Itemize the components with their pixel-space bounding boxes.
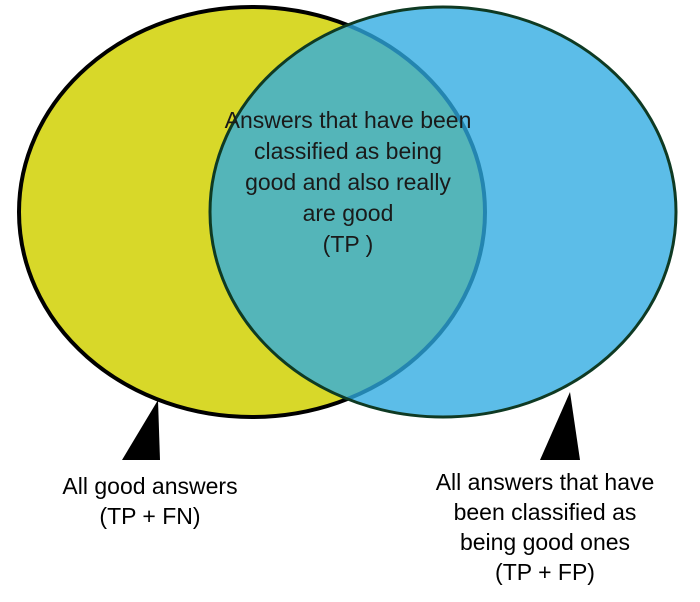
intersection-line-4: are good (198, 198, 498, 229)
right-label-line-2: been classified as (395, 498, 695, 528)
right-callout-wedge (540, 392, 580, 460)
right-label-line-1: All answers that have (395, 468, 695, 498)
left-callout-wedge (122, 400, 160, 460)
right-set-label: All answers that have been classified as… (395, 468, 695, 588)
right-label-line-3: being good ones (395, 528, 695, 558)
left-label-line-2: (TP + FN) (20, 502, 280, 532)
left-set-label: All good answers (TP + FN) (20, 472, 280, 532)
intersection-line-2: classified as being (198, 136, 498, 167)
intersection-line-3: good and also really (198, 167, 498, 198)
intersection-label: Answers that have been classified as bei… (198, 105, 498, 260)
intersection-line-5: (TP ) (198, 229, 498, 260)
left-label-line-1: All good answers (20, 472, 280, 502)
right-label-line-4: (TP + FP) (395, 558, 695, 588)
intersection-line-1: Answers that have been (198, 105, 498, 136)
